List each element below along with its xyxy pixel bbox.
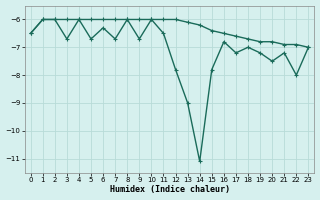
X-axis label: Humidex (Indice chaleur): Humidex (Indice chaleur) [109,185,229,194]
